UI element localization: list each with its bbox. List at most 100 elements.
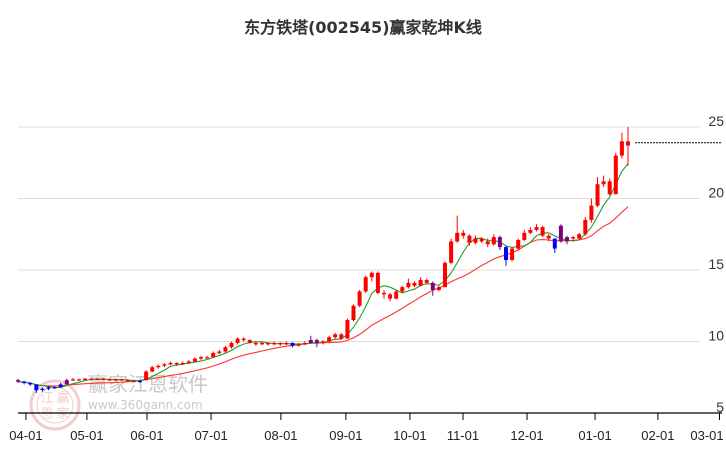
candle-body bbox=[479, 238, 484, 242]
moving-averages bbox=[17, 163, 629, 389]
candle-body bbox=[308, 340, 313, 343]
candle bbox=[223, 345, 228, 353]
candle bbox=[461, 229, 466, 239]
candle bbox=[485, 238, 490, 248]
candle-body bbox=[235, 338, 240, 343]
candle bbox=[168, 361, 173, 366]
y-tick-label: 20 bbox=[708, 185, 724, 201]
candle bbox=[308, 335, 313, 344]
candle bbox=[266, 342, 271, 346]
candle-body bbox=[46, 387, 51, 389]
candle bbox=[272, 341, 277, 346]
candle bbox=[540, 225, 545, 238]
candle-body bbox=[504, 247, 508, 260]
candle bbox=[321, 340, 325, 345]
watermark-logo-char: 恩 bbox=[40, 407, 53, 422]
candle-body bbox=[424, 280, 429, 283]
candle bbox=[89, 377, 94, 381]
candle-body bbox=[284, 342, 289, 345]
candle bbox=[595, 177, 600, 208]
candle-body bbox=[217, 351, 222, 353]
candle-body bbox=[223, 347, 228, 352]
candle-body bbox=[192, 358, 197, 362]
candle bbox=[339, 332, 344, 341]
candle bbox=[28, 382, 33, 386]
candle-body bbox=[247, 340, 252, 343]
candle-body bbox=[357, 291, 362, 306]
candle-body bbox=[156, 365, 161, 368]
ma-long-line bbox=[17, 206, 629, 387]
candle-body bbox=[211, 352, 216, 358]
candle bbox=[235, 337, 240, 345]
candle-body bbox=[321, 341, 325, 343]
candle bbox=[77, 378, 81, 381]
x-tick-label: 02-01 bbox=[641, 428, 674, 443]
candle-body bbox=[272, 342, 277, 345]
watermark-url: www.360gann.com bbox=[88, 398, 203, 412]
candle-body bbox=[400, 287, 405, 292]
candle bbox=[95, 377, 100, 381]
candle bbox=[16, 378, 20, 383]
candle bbox=[583, 217, 588, 236]
candle bbox=[22, 380, 27, 385]
y-tick-label: 10 bbox=[708, 328, 724, 344]
candle bbox=[400, 285, 405, 293]
candle bbox=[333, 332, 338, 339]
candle bbox=[119, 378, 124, 381]
candle-body bbox=[406, 282, 411, 288]
candle-body bbox=[168, 362, 173, 365]
candle-body bbox=[558, 225, 563, 242]
candle-body bbox=[510, 248, 515, 260]
candle bbox=[260, 341, 264, 346]
candle-body bbox=[302, 342, 307, 345]
candle bbox=[113, 378, 118, 381]
candle-body bbox=[95, 378, 100, 380]
candle-body bbox=[339, 334, 344, 339]
candle bbox=[534, 224, 539, 232]
candle-body bbox=[461, 232, 466, 236]
candle bbox=[357, 290, 362, 308]
candle bbox=[351, 304, 356, 322]
candle bbox=[247, 339, 252, 344]
candle-body bbox=[314, 340, 319, 343]
watermark: 江赢恩家 赢家江恩软件 www.360gann.com bbox=[29, 372, 208, 431]
candle bbox=[626, 127, 630, 166]
candle bbox=[150, 365, 155, 373]
candle bbox=[589, 198, 594, 223]
candle-body bbox=[351, 305, 356, 321]
x-tick-label: 09-01 bbox=[329, 428, 362, 443]
candle-body bbox=[516, 239, 521, 249]
candle-body bbox=[430, 282, 435, 291]
candle bbox=[443, 261, 447, 288]
candle bbox=[607, 178, 612, 196]
candle bbox=[144, 370, 149, 381]
candle bbox=[565, 235, 569, 245]
candle bbox=[64, 378, 69, 385]
x-tick-label: 04-01 bbox=[9, 428, 42, 443]
candle-body bbox=[327, 337, 332, 342]
candle-body bbox=[28, 382, 33, 385]
candle-body bbox=[16, 380, 20, 382]
candle-body bbox=[58, 384, 63, 388]
candle-body bbox=[180, 362, 185, 365]
candle-body bbox=[40, 388, 45, 391]
candle bbox=[546, 234, 551, 242]
candle-body bbox=[522, 232, 527, 240]
candle bbox=[205, 355, 210, 359]
candle bbox=[388, 292, 393, 302]
candle bbox=[34, 384, 39, 393]
candle bbox=[571, 235, 576, 242]
candle bbox=[290, 342, 295, 348]
candle bbox=[436, 285, 441, 292]
candle-body bbox=[83, 378, 88, 381]
chart-title: 东方铁塔(002545)赢家乾坤K线 bbox=[244, 18, 482, 37]
candle bbox=[70, 377, 75, 381]
candle bbox=[473, 235, 478, 245]
candle bbox=[156, 364, 161, 369]
candle bbox=[284, 341, 289, 346]
candle bbox=[131, 380, 136, 383]
candle-body bbox=[22, 381, 27, 383]
candle-body bbox=[583, 219, 588, 235]
candle bbox=[449, 238, 454, 265]
candle bbox=[491, 234, 496, 246]
